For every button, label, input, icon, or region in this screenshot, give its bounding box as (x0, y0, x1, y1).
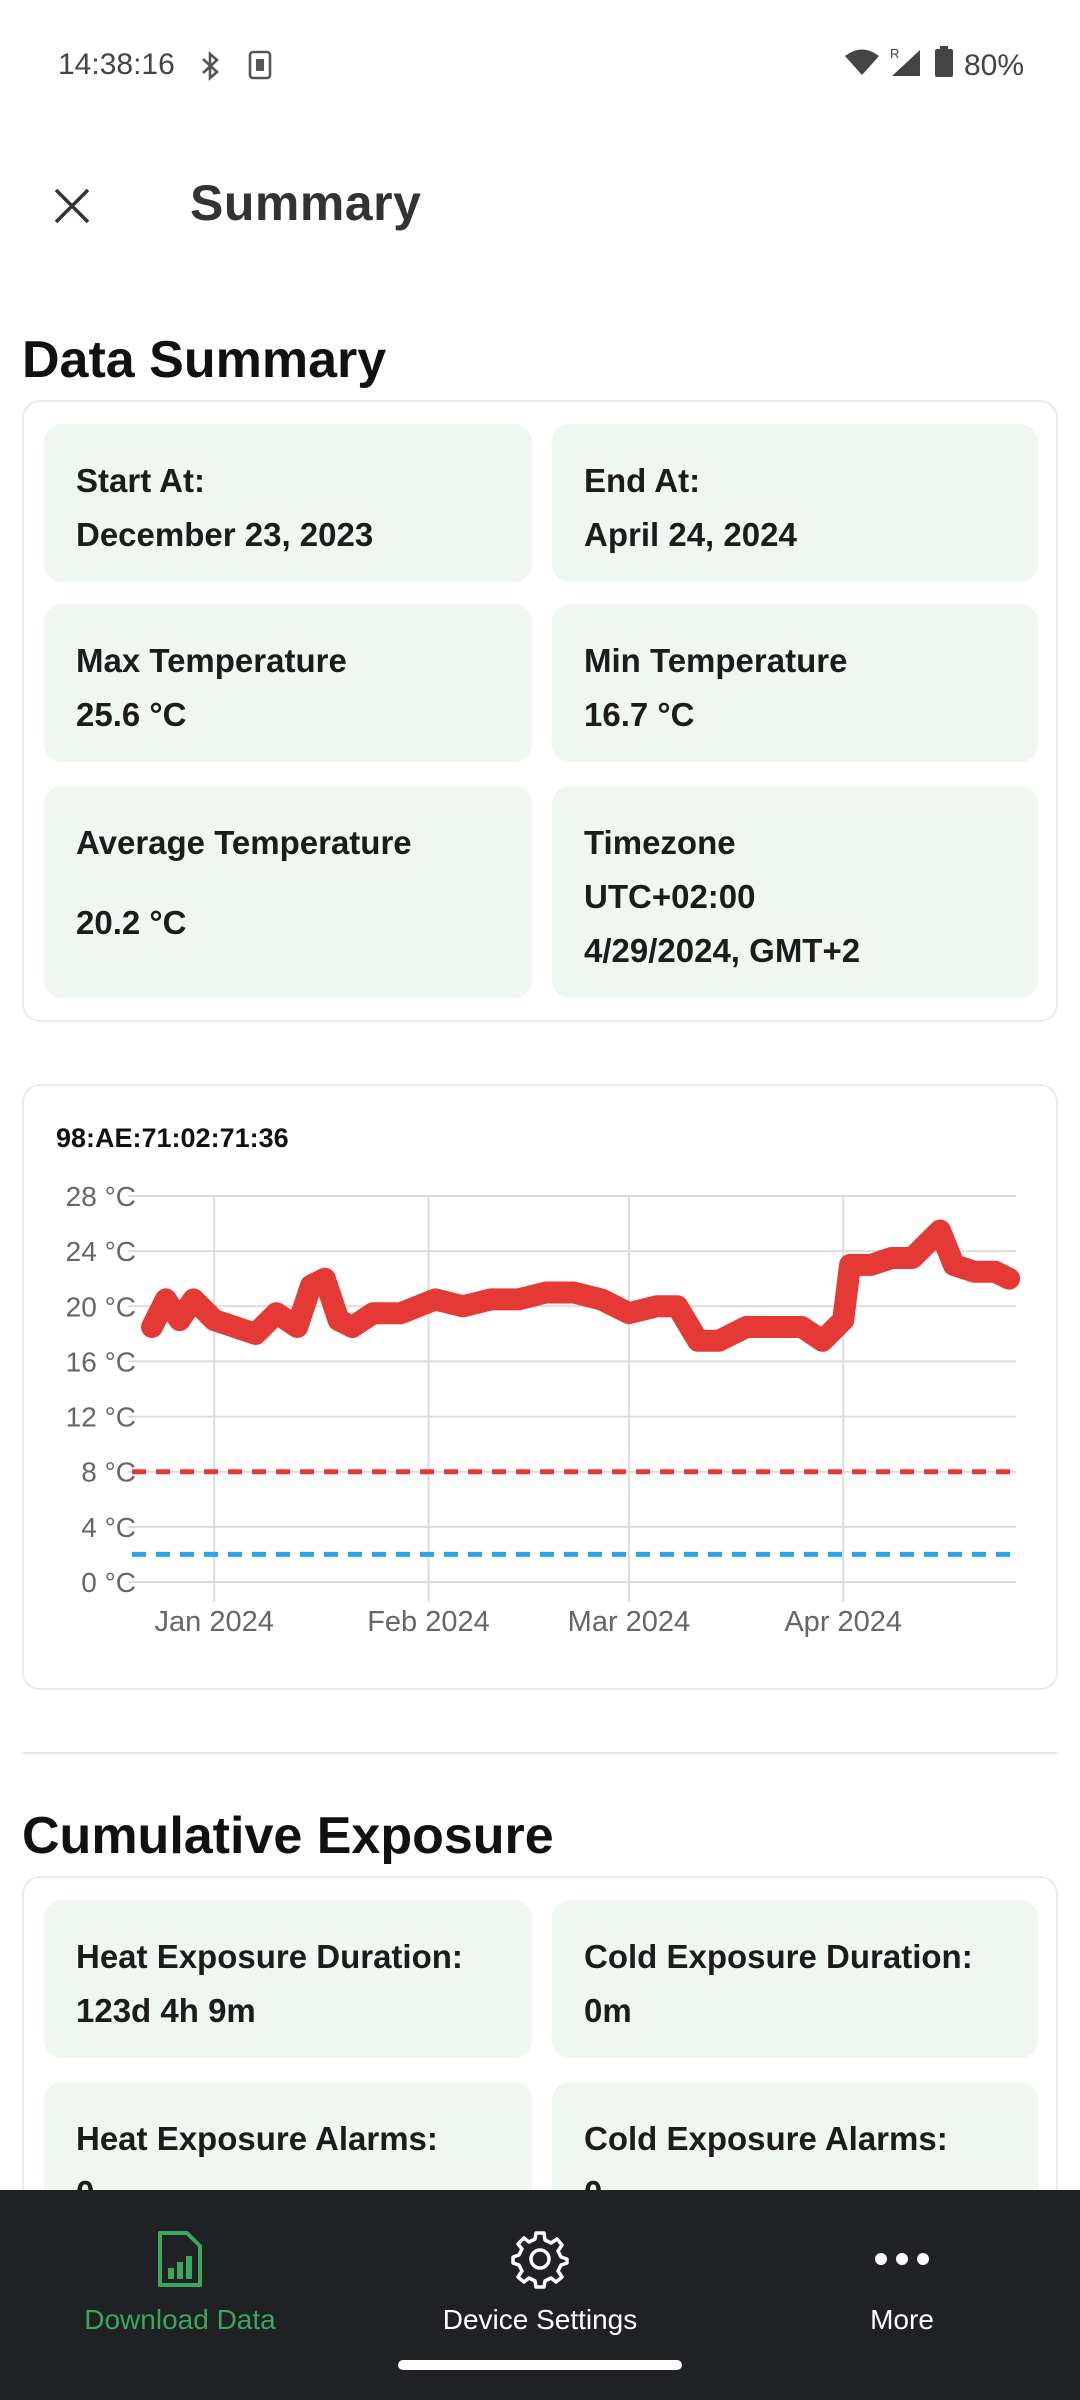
nav-label: Download Data (84, 2304, 276, 2335)
tile-label: Heat Exposure Alarms: (76, 2120, 438, 2157)
status-right: R 80% (844, 46, 1024, 86)
chart-series (141, 1219, 1021, 1352)
nav-device-settings[interactable]: Device Settings (390, 2214, 690, 2336)
y-tick-label: 0 °C (81, 1567, 136, 1598)
tile-label: Average Temperature (76, 824, 412, 861)
tile-label: Cold Exposure Alarms: (584, 2120, 948, 2157)
tile-value: 25.6 °C (76, 696, 187, 733)
gear-icon (390, 2214, 690, 2304)
tile-value: 123d 4h 9m (76, 1992, 256, 2029)
nav-more[interactable]: More (752, 2214, 1052, 2336)
heat-exposure-duration-tile: Heat Exposure Duration: 123d 4h 9m (44, 1900, 532, 2058)
section-divider (22, 1752, 1058, 1754)
status-time: 14:38:16 (58, 48, 175, 81)
tile-value: 16.7 °C (584, 696, 695, 733)
signal-roaming-icon: R (890, 46, 924, 86)
temperature-chart-card: 98:AE:71:02:71:36 28 °C 24 °C 20 °C 16 °C 12… (22, 1084, 1058, 1690)
chart-y-ticks: 28 °C 24 °C 20 °C 16 °C 12 °C 8 °C 4 °C 0 °C (66, 1181, 136, 1598)
x-tick-label: Feb 2024 (367, 1606, 490, 1638)
page-title: Summary (190, 175, 422, 231)
start-at-tile: Start At: December 23, 2023 (44, 424, 532, 582)
max-temperature-tile: Max Temperature 25.6 °C (44, 604, 532, 762)
nav-label: Device Settings (442, 2304, 638, 2335)
bluetooth-icon (200, 50, 222, 87)
y-tick-label: 24 °C (66, 1236, 136, 1267)
x-tick-label: Apr 2024 (784, 1606, 902, 1638)
tile-label: Max Temperature (76, 642, 347, 679)
x-tick-label: Jan 2024 (155, 1606, 274, 1638)
tile-label: Min Temperature (584, 642, 848, 679)
chart-title: 98:AE:71:02:71:36 (56, 1123, 289, 1153)
wifi-icon (844, 47, 880, 85)
temperature-series-line (141, 1219, 1021, 1352)
y-tick-label: 8 °C (81, 1457, 136, 1488)
battery-icon (934, 46, 954, 86)
tile-label: Heat Exposure Duration: (76, 1938, 463, 1975)
y-tick-label: 16 °C (66, 1346, 136, 1377)
nfc-icon (248, 50, 272, 85)
tile-label: End At: (584, 462, 701, 499)
tile-value: 20.2 °C (76, 904, 187, 941)
tile-value: UTC+02:00 (584, 878, 756, 915)
tile-value: 0m (584, 1992, 632, 2029)
more-dots-icon (752, 2214, 1052, 2304)
nav-download-data[interactable]: Download Data (30, 2214, 330, 2336)
y-tick-label: 4 °C (81, 1512, 136, 1543)
y-tick-label: 20 °C (66, 1291, 136, 1322)
svg-text:R: R (890, 46, 899, 61)
chart-file-icon (30, 2214, 330, 2304)
cold-exposure-duration-tile: Cold Exposure Duration: 0m (552, 1900, 1038, 2058)
cumulative-exposure-title: Cumulative Exposure (22, 1807, 554, 1865)
tile-label: Timezone (584, 824, 736, 861)
tile-value: December 23, 2023 (76, 516, 374, 553)
y-tick-label: 28 °C (66, 1181, 136, 1212)
chart-x-ticks: Jan 2024 Feb 2024 Mar 2024 Apr 2024 (155, 1606, 903, 1638)
close-button[interactable] (42, 176, 102, 236)
x-tick-label: Mar 2024 (568, 1606, 691, 1638)
data-summary-title: Data Summary (22, 331, 387, 389)
data-summary-card: Start At: December 23, 2023 End At: Apri… (22, 400, 1058, 1022)
tile-label: Start At: (76, 462, 205, 499)
nav-label: More (870, 2304, 934, 2335)
close-icon (54, 188, 90, 224)
app-bar: Summary (0, 150, 1080, 262)
tile-value: April 24, 2024 (584, 516, 797, 553)
y-tick-label: 12 °C (66, 1402, 136, 1433)
status-bar: 14:38:16 R 80% (0, 0, 1080, 132)
tile-label: Cold Exposure Duration: (584, 1938, 973, 1975)
average-temperature-tile: Average Temperature 20.2 °C (44, 786, 532, 998)
min-temperature-tile: Min Temperature 16.7 °C (552, 604, 1038, 762)
temperature-chart: 98:AE:71:02:71:36 28 °C 24 °C 20 °C 16 °C 12… (56, 1123, 1021, 1638)
tile-value-secondary: 4/29/2024, GMT+2 (584, 932, 861, 969)
battery-percent: 80% (963, 49, 1024, 82)
chart-thresholds (132, 1469, 1016, 1557)
end-at-tile: End At: April 24, 2024 (552, 424, 1038, 582)
home-indicator[interactable] (398, 2360, 682, 2370)
timezone-tile: Timezone UTC+02:00 4/29/2024, GMT+2 (552, 786, 1038, 998)
